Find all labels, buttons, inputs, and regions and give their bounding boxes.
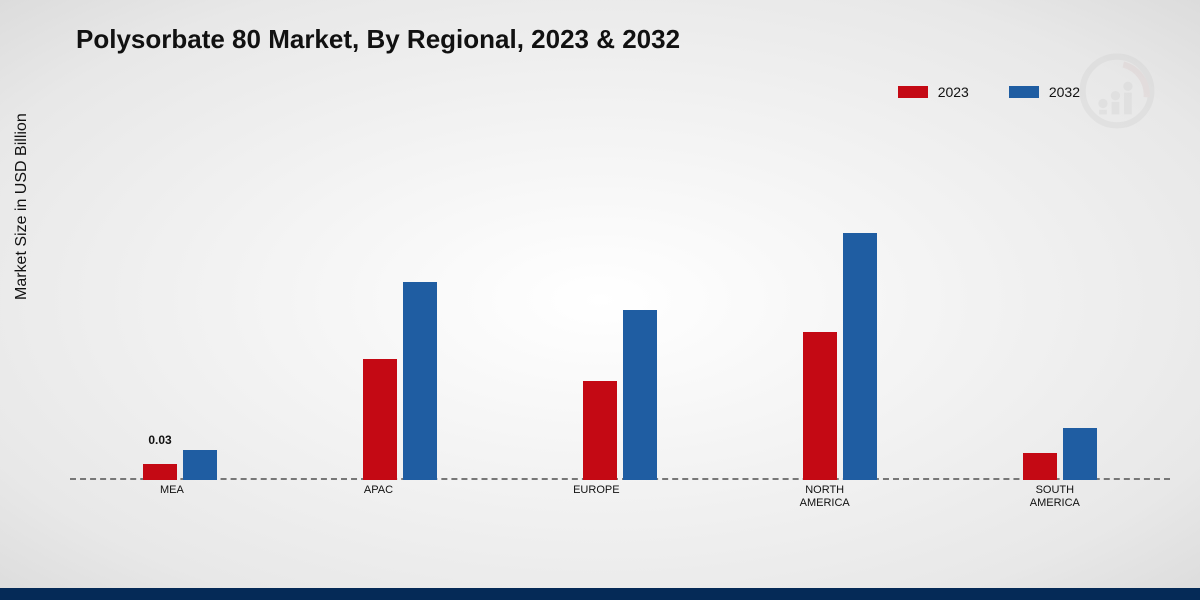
- bar-2032: [1063, 428, 1097, 480]
- x-axis-tick-label: APAC: [364, 480, 393, 520]
- bar-value-label: 0.03: [148, 433, 171, 447]
- x-axis-tick-label: EUROPE: [573, 480, 619, 520]
- x-axis-tick-label: SOUTH AMERICA: [1030, 480, 1080, 520]
- bar-2023: [363, 359, 397, 480]
- bar-2023: [1023, 453, 1057, 481]
- chart-title: Polysorbate 80 Market, By Regional, 2023…: [76, 24, 680, 55]
- legend-item-2023: 2023: [898, 84, 969, 100]
- bar-group: [803, 233, 877, 481]
- bar-group: [1023, 428, 1097, 480]
- bar-2032: [403, 282, 437, 480]
- bar-group: [583, 310, 657, 481]
- bar-groups: 0.03: [70, 150, 1170, 480]
- bar-group: 0.03: [143, 450, 217, 480]
- legend: 2023 2032: [898, 84, 1080, 100]
- y-axis-label: Market Size in USD Billion: [13, 113, 31, 300]
- chart-canvas: Polysorbate 80 Market, By Regional, 2023…: [0, 0, 1200, 600]
- legend-swatch-2032: [1009, 86, 1039, 98]
- bar-2032: [843, 233, 877, 481]
- legend-label-2032: 2032: [1049, 84, 1080, 100]
- x-axis-labels: MEA APAC EUROPE NORTH AMERICA SOUTH AMERICA: [70, 480, 1170, 520]
- x-axis-tick-label: NORTH AMERICA: [800, 480, 850, 520]
- bar-2032: [183, 450, 217, 480]
- bar-2032: [623, 310, 657, 481]
- legend-swatch-2023: [898, 86, 928, 98]
- bar-2023: [803, 332, 837, 481]
- plot-area: 0.03 MEA APAC EUROPE NORTH AMERICA SOUTH AME…: [70, 150, 1170, 520]
- watermark-logo-icon: [1078, 52, 1156, 130]
- legend-item-2032: 2032: [1009, 84, 1080, 100]
- legend-label-2023: 2023: [938, 84, 969, 100]
- bar-2023: [143, 464, 177, 481]
- footer-bar: [0, 588, 1200, 600]
- bar-group: [363, 282, 437, 480]
- bar-2023: [583, 381, 617, 480]
- x-axis-tick-label: MEA: [160, 480, 184, 520]
